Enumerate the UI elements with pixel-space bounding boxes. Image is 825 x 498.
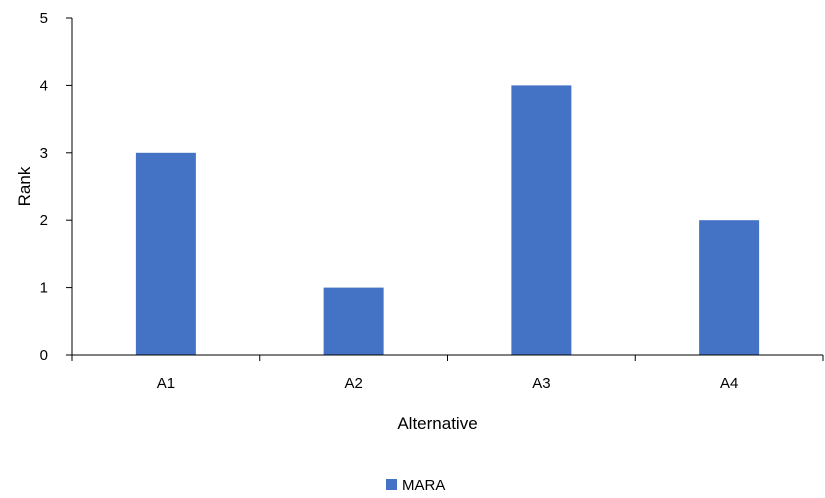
y-tick-label: 1	[40, 280, 48, 297]
bar-a1	[135, 152, 196, 355]
x-tick-label-a2: A2	[344, 375, 362, 392]
legend-label-mara: MARA	[402, 477, 445, 494]
bar-a2	[323, 287, 384, 355]
legend-swatch-mara	[386, 479, 397, 490]
x-tick-label-a4: A4	[720, 375, 738, 392]
x-axis-ticks: A1 A2 A3 A4	[71, 355, 824, 392]
x-axis-label: Alternative	[397, 414, 477, 433]
y-tick-label: 3	[40, 145, 48, 162]
bar-a4	[699, 220, 760, 355]
bar-a3	[511, 85, 572, 356]
y-tick-label: 0	[40, 347, 48, 364]
y-tick-label: 5	[40, 10, 48, 27]
y-tick-label: 2	[40, 212, 48, 229]
y-axis-ticks: 0 1 2 3 4 5	[40, 10, 72, 364]
y-axis-label: Rank	[15, 166, 34, 206]
y-tick-label: 4	[40, 77, 48, 94]
x-tick-label-a1: A1	[157, 375, 175, 392]
bars	[135, 85, 760, 356]
x-tick-label-a3: A3	[532, 375, 550, 392]
legend: MARA	[386, 477, 445, 494]
